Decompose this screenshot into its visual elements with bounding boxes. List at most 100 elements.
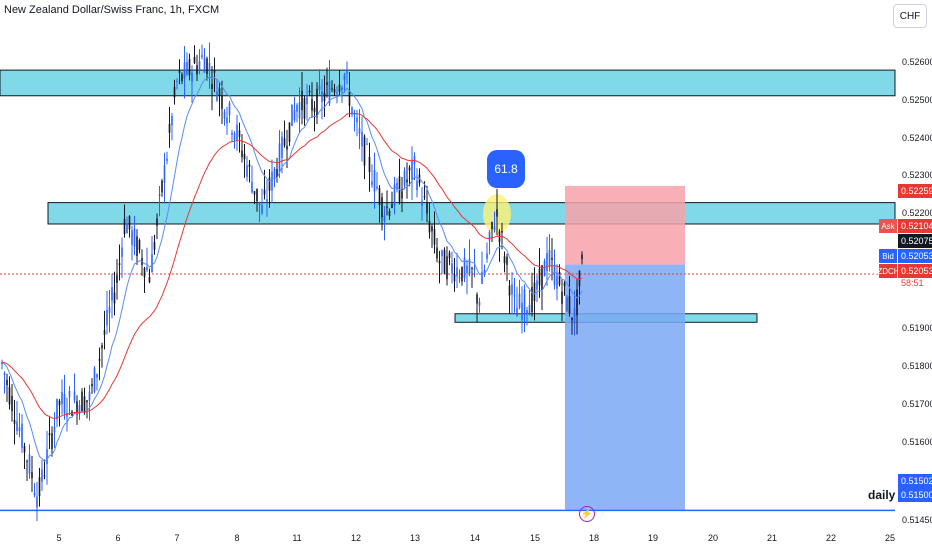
candle-body <box>303 98 306 119</box>
candle-body <box>208 63 211 71</box>
candle-body <box>356 117 358 123</box>
candle-body <box>206 58 208 75</box>
stop-loss-box[interactable] <box>565 185 685 265</box>
candle-body <box>198 61 201 70</box>
candle-body <box>156 218 158 226</box>
candle-body <box>113 292 116 304</box>
candle-body <box>431 226 433 232</box>
candle-body <box>51 433 53 450</box>
countdown-label: 58:51 <box>901 278 924 288</box>
candle-body <box>576 289 578 316</box>
candle-body <box>396 182 398 190</box>
candle-body <box>161 180 163 193</box>
candle-body <box>266 199 268 202</box>
x-axis-tick-label: 19 <box>648 533 658 543</box>
currency-button[interactable]: CHF <box>893 4 927 28</box>
candle-body <box>428 220 431 233</box>
candle-body <box>423 196 426 198</box>
candle-body <box>373 169 376 192</box>
candle-body <box>508 285 511 296</box>
candle-body <box>88 392 91 401</box>
candle-body <box>316 88 318 118</box>
candle-body <box>98 358 101 361</box>
candle-body <box>541 265 543 290</box>
candle-body <box>256 189 258 202</box>
support-resistance-zone[interactable] <box>0 69 896 97</box>
candle-body <box>341 87 343 91</box>
candle-body <box>351 107 353 115</box>
candle-body <box>108 306 111 313</box>
x-axis-tick-label: 5 <box>56 533 61 543</box>
candle-body <box>248 164 251 167</box>
symbol-price-tag-label: NZDCHF <box>872 267 905 276</box>
candle-body <box>131 230 133 245</box>
x-axis-tick-label: 8 <box>234 533 239 543</box>
candle-body <box>16 421 18 431</box>
candle-body <box>453 274 456 282</box>
candle-body <box>41 469 43 482</box>
y-axis-tick-label: 0.52300 <box>902 170 932 180</box>
candle-body <box>106 309 108 326</box>
candle-body <box>56 398 58 420</box>
candle-body <box>538 268 541 286</box>
candle-body <box>176 80 178 82</box>
candle-body <box>401 189 403 199</box>
candle-body <box>11 395 13 412</box>
candle-body <box>571 317 573 321</box>
candle-body <box>353 114 356 116</box>
candle-body <box>33 492 36 496</box>
candle-body <box>271 171 273 191</box>
support-resistance-zone[interactable] <box>47 202 896 225</box>
x-axis-tick-label: 12 <box>351 533 361 543</box>
candle-body <box>503 256 506 264</box>
candle-body <box>58 400 61 406</box>
candle-body <box>228 102 231 116</box>
candle-body <box>301 90 303 111</box>
candle-body <box>68 390 71 398</box>
candle-body <box>416 180 418 191</box>
candle-body <box>336 92 338 94</box>
candle-body <box>343 74 346 81</box>
candle-body <box>218 88 221 97</box>
candle-body <box>193 56 196 63</box>
bid-price-tag-label: Bid <box>882 252 894 261</box>
candle-body <box>346 70 348 74</box>
candle-body <box>331 88 333 90</box>
y-axis-tick-label: 0.51700 <box>902 399 932 409</box>
ask-price-tag-label: Ask <box>881 222 895 231</box>
fib-level-bubble[interactable]: 61.8 <box>487 150 525 188</box>
candle-body <box>53 426 56 433</box>
candle-body <box>533 282 536 301</box>
candle-body <box>486 253 488 259</box>
candle-body <box>568 296 571 314</box>
candle-body <box>151 254 153 273</box>
candle-body <box>476 294 478 304</box>
candle-body <box>466 265 468 274</box>
candle-body <box>573 307 576 324</box>
candle-body <box>181 74 183 82</box>
candle-body <box>391 204 393 209</box>
candle-body <box>421 200 423 206</box>
candle-body <box>123 218 126 235</box>
take-profit-box[interactable] <box>565 264 685 510</box>
symbol-price-tag-bg <box>898 264 932 278</box>
candle-body <box>468 258 471 274</box>
candle-body <box>471 267 473 269</box>
candle-body <box>548 250 551 266</box>
stop-price-tag-value: 0.52259 <box>901 186 932 196</box>
candle-body <box>261 205 263 214</box>
x-axis-tick-label: 15 <box>530 533 540 543</box>
candle-body <box>506 256 508 265</box>
timeframe-note: daily <box>868 488 896 502</box>
candle-body <box>101 345 103 349</box>
candle-body <box>348 91 351 106</box>
candle-body <box>36 496 38 508</box>
candle-body <box>93 367 96 392</box>
candle-body <box>558 272 561 285</box>
lightning-icon[interactable]: ⚡ <box>579 506 595 522</box>
candle-body <box>46 449 48 465</box>
candle-body <box>296 105 298 112</box>
candle-body <box>496 209 498 217</box>
candle-body <box>388 210 391 217</box>
